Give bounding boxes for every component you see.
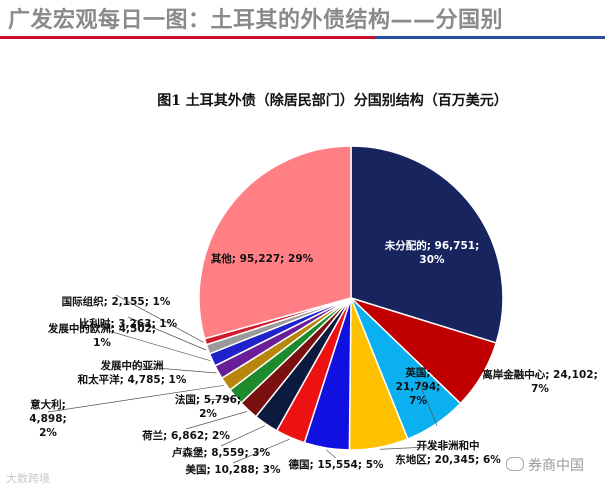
leader-line (131, 365, 217, 374)
data-label: 美国; 10,288; 3% (185, 463, 281, 476)
data-label-line: 英国; (404, 366, 430, 379)
data-label-line: 荷兰; 6,862; 2% (141, 429, 230, 442)
data-label: 发展中的欧洲; 4,502; 1% (47, 322, 156, 349)
data-label-line: 发展中的亚洲 (100, 359, 164, 372)
data-label: 离岸金融中心; 24,102; 7% (482, 368, 598, 395)
data-label-line: 30% (419, 254, 445, 266)
data-label-line: 未分配的; 96,751; (384, 239, 480, 252)
leader-line (101, 328, 211, 362)
leader-line (115, 294, 204, 343)
pie-slices (198, 145, 504, 451)
data-label: 其他; 95,227; 29% (211, 252, 314, 265)
leader-line (326, 449, 337, 459)
watermark-bottom-left: 大数跨境 (6, 472, 50, 485)
data-label-line: 7% (409, 395, 427, 407)
data-label-line: 意大利; (30, 398, 66, 411)
watermark-bottom-right: 券商中国 (506, 455, 584, 475)
leader-line (47, 384, 225, 413)
data-label-line: 国际组织; 2,155; 1% (62, 295, 171, 308)
data-label-line: 离岸金融中心; 24,102; (482, 368, 598, 381)
data-label-line: 德国; 15,554; 5% (287, 458, 384, 471)
data-label: 未分配的; 96,751; 30% (384, 239, 480, 266)
data-label: 国际组织; 2,155; 1% (62, 295, 171, 308)
leader-line (483, 374, 541, 377)
data-label-line: 卢森堡; 8,559; 3% (172, 446, 271, 459)
data-label-line: 2% (199, 408, 217, 420)
slide-title: 广发宏观每日一图：土耳其的外债结构——分国别 (8, 8, 504, 33)
leader-line (232, 438, 290, 464)
chart-title: 图1 土耳其外债（除居民部门）分国别结构（百万美元） (157, 93, 508, 109)
data-label-line: 法国; 5,796; (175, 393, 241, 406)
leader-line (207, 397, 234, 401)
data-label: 比利时; 3,263; 1% (79, 317, 178, 330)
data-label-line: 东地区; 20,345; 6% (395, 453, 501, 466)
leader-line (417, 379, 438, 426)
data-label-line: 和太平洋; 4,785; 1% (77, 373, 187, 386)
data-label-line: 7% (531, 383, 549, 395)
data-label: 卢森堡; 8,559; 3% (172, 446, 271, 459)
pie-slice (198, 145, 352, 340)
leader-line (379, 445, 449, 450)
title-divider (0, 36, 605, 39)
data-label: 意大利; 4,898; 2% (29, 398, 66, 439)
data-label-line: 其他; 95,227; 29% (211, 252, 314, 265)
data-label-line: 开发非洲和中 (417, 439, 480, 452)
data-label: 德国; 15,554; 5% (287, 458, 384, 471)
data-label-line: 2% (39, 427, 57, 439)
data-label: 英国; 21,794; 7% (396, 366, 441, 407)
data-labels: 未分配的; 96,751; 30% 离岸金融中心; 24,102; 7% 英国; 21,7… (29, 239, 598, 476)
data-label: 开发非洲和中东地区; 20,345; 6% (395, 439, 501, 466)
data-label: 法国; 5,796; 2% (175, 393, 241, 420)
data-label-line: 21,794; (396, 381, 441, 393)
data-label: 发展中的亚洲和太平洋; 4,785; 1% (77, 359, 187, 386)
data-label-line: 比利时; 3,263; 1% (79, 317, 178, 330)
wechat-icon (506, 457, 524, 471)
leader-line (127, 316, 207, 351)
leader-line (220, 425, 266, 447)
pie-slice (350, 145, 504, 344)
data-label: 荷兰; 6,862; 2% (141, 429, 230, 442)
leader-lines (47, 294, 541, 464)
data-label-line: 4,898; (29, 413, 66, 425)
leader-line (185, 411, 247, 430)
data-label-line: 发展中的欧洲; 4,502; (47, 322, 156, 335)
data-label-line: 美国; 10,288; 3% (185, 463, 281, 476)
watermark-text: 券商中国 (528, 458, 584, 474)
data-label-line: 1% (93, 337, 111, 349)
